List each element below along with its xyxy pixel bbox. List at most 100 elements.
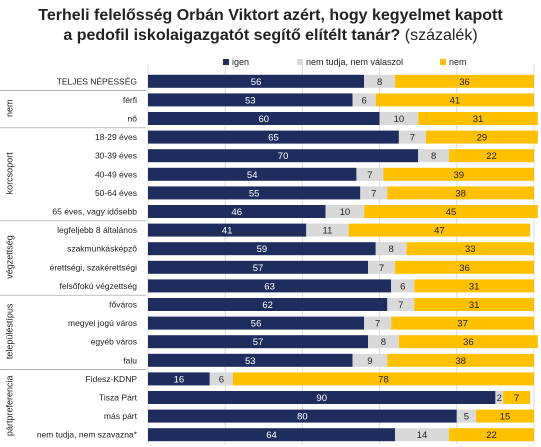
data-label: 54 [247,170,258,181]
group-label: végzettség [4,235,14,279]
legend-swatch [440,59,446,65]
legend-label: igen [232,57,249,67]
bar-segment [148,167,357,181]
bar-segment [232,372,535,386]
bar-segment [391,316,534,330]
data-label: 78 [378,374,389,385]
bar-segment [148,205,326,218]
bar-segment [148,353,353,367]
data-label: 31 [473,114,484,125]
bar-segment [449,428,534,442]
bar-segment [148,391,496,404]
category-label: 65 éves, vagy idősebb [52,207,137,217]
bar-segment [406,242,534,256]
data-label: 2 [497,393,502,404]
category-label: 50-64 éves [95,188,137,198]
data-label: 46 [231,207,242,218]
data-label: 38 [455,356,466,367]
group-label: nem [4,99,14,117]
data-label: 56 [251,77,262,88]
data-label: 7 [398,300,403,311]
data-label: 60 [259,114,270,125]
category-label: főváros [109,300,137,310]
bar-segment [495,391,504,404]
title-line-2-main: a pedofil iskolaigazgatót segítő elítélt… [63,27,401,44]
data-label: 8 [377,77,382,88]
category-label: nő [128,114,138,124]
bar-segment [387,186,534,200]
data-label: 8 [431,151,436,162]
title-suffix: (százalék) [404,27,478,44]
bar-segment [364,316,392,330]
bar-segment [364,205,538,218]
bar-segment [395,260,534,274]
bar-segment [425,130,538,144]
bar-segment [375,242,407,256]
bar-segment [148,260,369,274]
bar-segment [352,353,388,367]
legend-label: nem tudja, nem válaszol [306,57,403,67]
bar-segment [456,409,477,423]
data-label: 55 [249,188,260,199]
category-label: egyéb város [91,337,137,347]
bar-segment [148,316,365,330]
data-label: 16 [174,374,185,385]
category-label: Tisza Párt [99,393,138,403]
bar-segment [368,260,396,274]
data-label: 10 [340,207,351,218]
data-label: 22 [486,151,497,162]
bar-segment [148,223,307,237]
category-label: Fidesz-KDNP [86,374,138,384]
data-label: 39 [453,170,464,181]
chart-title: Terheli felelősség Orbán Viktort azért, … [0,6,541,46]
category-label: 18-29 éves [95,132,137,142]
category-label: megyei jogú város [68,318,137,328]
data-label: 45 [446,207,457,218]
bar-segment [348,223,531,237]
data-label: 8 [381,337,386,348]
data-label: 59 [257,244,268,255]
legend-swatch [297,59,303,65]
category-label: férfi [123,95,137,105]
data-label: 90 [316,393,327,404]
group-label: településtípus [4,303,14,359]
bar-segment [414,298,534,311]
bar-segment [148,130,399,144]
category-label: TELJES NÉPESSÉG [57,76,137,86]
category-label: 40-49 éves [95,169,137,179]
category-label: felsőfokú végzettség [60,281,138,291]
bar-segment [375,93,534,107]
data-label: 64 [266,430,277,441]
bar-segment [148,335,369,349]
data-label: 37 [457,319,468,330]
bar-segment [379,112,419,125]
data-label: 70 [278,151,289,162]
data-label: 36 [459,263,470,274]
data-label: 6 [362,95,367,106]
data-label: 53 [245,95,256,106]
category-label: legfeljebb 8 általános [57,225,137,235]
legend-label: nem [449,57,467,67]
bar-segment [325,205,365,218]
group-label: korcsoport [4,152,14,195]
bar-segment [148,186,361,200]
bar-segment [148,112,380,125]
data-label: 11 [323,226,333,237]
data-label: 80 [297,412,308,423]
bar-segment [356,167,384,181]
data-label: 31 [469,281,480,292]
data-label: 41 [222,226,233,237]
bar-segment [148,428,396,442]
data-label: 7 [375,319,380,330]
bar-segment [209,372,233,386]
bar-segment [414,279,534,293]
group-label: pártpreferencia [4,376,14,437]
data-label: 65 [268,133,279,144]
bar-segment [387,353,534,367]
bar-segment [148,149,419,163]
data-label: 29 [477,133,488,144]
data-label: 7 [371,188,376,199]
data-label: 5 [464,412,469,423]
title-line-1: Terheli felelősség Orbán Viktort azért, … [38,7,503,24]
bar-segment [148,74,365,88]
